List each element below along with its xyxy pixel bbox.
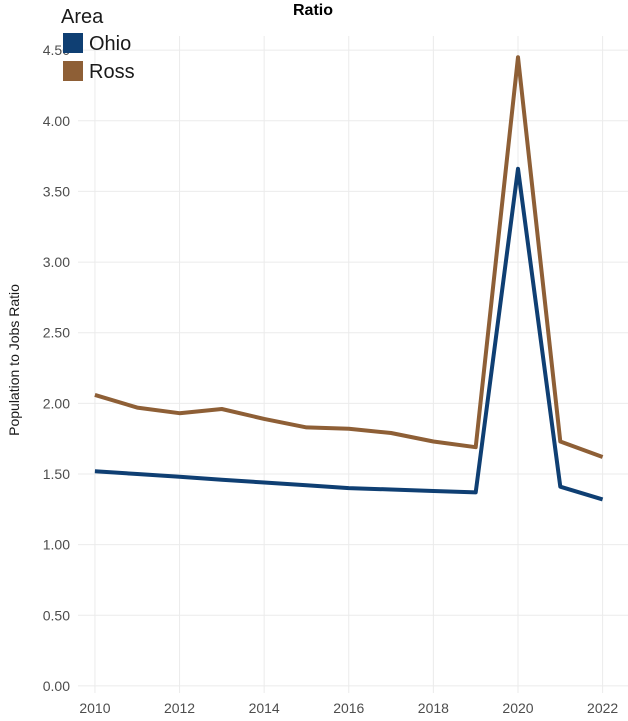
chart-title: Ratio bbox=[293, 2, 333, 19]
y-tick-label: 3.50 bbox=[43, 183, 70, 199]
legend-swatch-ohio bbox=[63, 33, 83, 53]
legend-label-ohio: Ohio bbox=[89, 33, 131, 55]
legend-label-ross: Ross bbox=[89, 61, 135, 83]
x-tick-label: 2020 bbox=[502, 700, 533, 716]
y-tick-label: 0.00 bbox=[43, 678, 70, 694]
y-tick-label: 0.50 bbox=[43, 607, 70, 623]
legend-title: Area bbox=[61, 6, 104, 28]
x-tick-label: 2010 bbox=[79, 700, 110, 716]
series-line-ohio bbox=[94, 166, 604, 502]
x-tick-label: 2016 bbox=[333, 700, 364, 716]
x-tick-label: 2022 bbox=[587, 700, 618, 716]
x-axis: 2010 2012 2014 2016 2018 2020 2022 bbox=[79, 700, 618, 716]
legend-swatch-ross bbox=[63, 61, 83, 81]
x-tick-label: 2014 bbox=[249, 700, 280, 716]
x-tick-label: 2012 bbox=[164, 700, 195, 716]
x-tick-label: 2018 bbox=[418, 700, 449, 716]
y-tick-label: 1.00 bbox=[43, 537, 70, 553]
y-tick-label: 2.00 bbox=[43, 395, 70, 411]
series-layer bbox=[94, 55, 604, 502]
series-line-ross bbox=[94, 55, 604, 459]
y-tick-label: 4.00 bbox=[43, 113, 70, 129]
y-axis: 0.000.501.001.502.002.503.003.504.004.50 bbox=[43, 42, 70, 694]
y-axis-title: Population to Jobs Ratio bbox=[6, 284, 22, 436]
legend: Area Ohio Ross bbox=[61, 6, 135, 83]
y-tick-label: 2.50 bbox=[43, 325, 70, 341]
y-tick-label: 3.00 bbox=[43, 254, 70, 270]
y-tick-label: 1.50 bbox=[43, 466, 70, 482]
grid bbox=[78, 36, 628, 693]
